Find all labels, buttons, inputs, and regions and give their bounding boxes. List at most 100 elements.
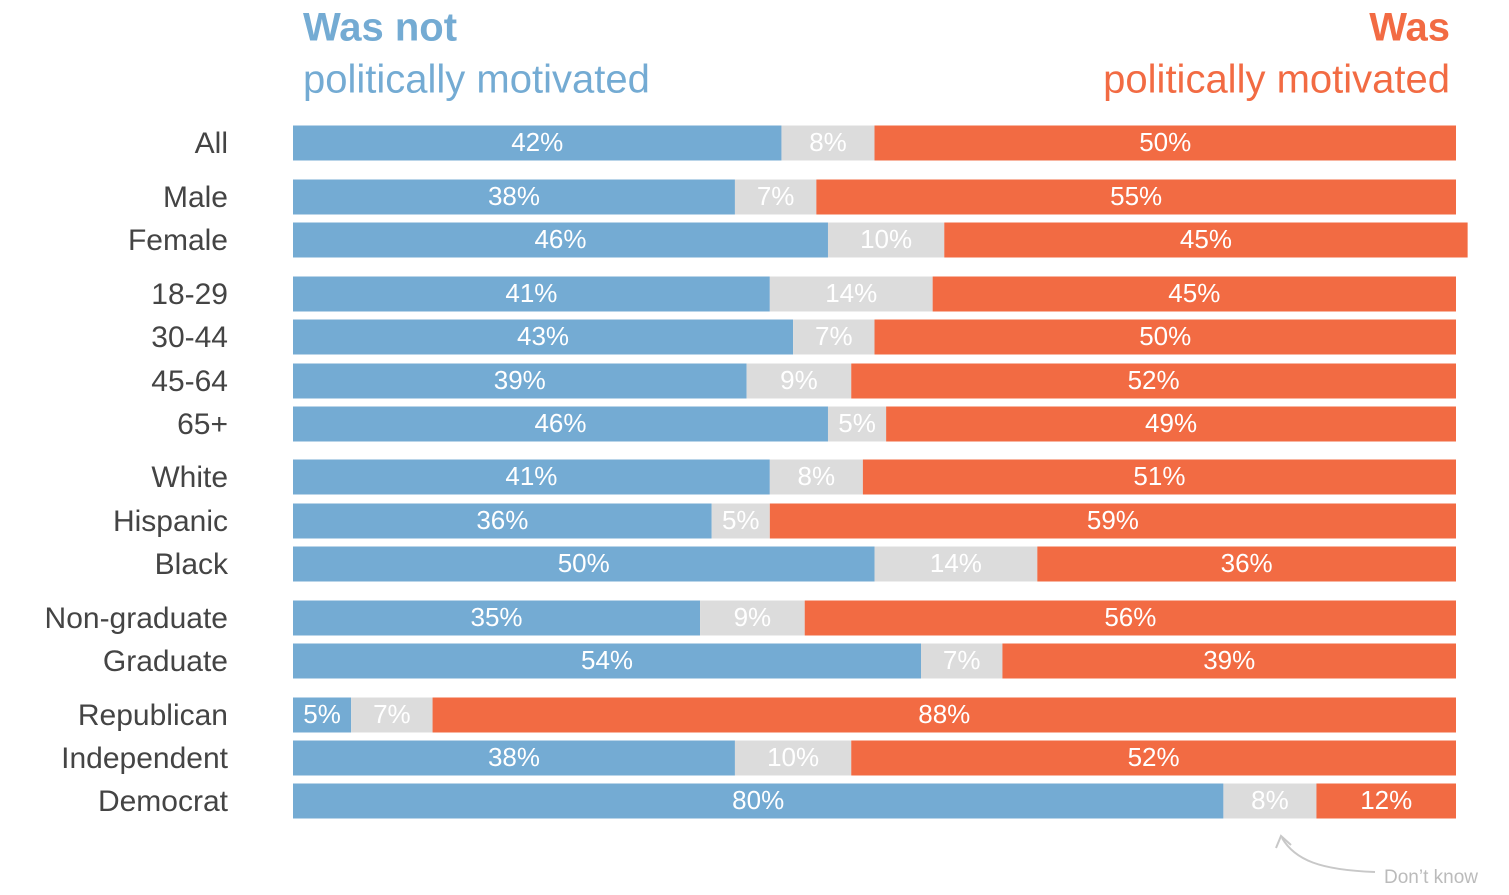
bar-segment xyxy=(734,740,852,776)
bar-segment xyxy=(921,643,1003,679)
value-label: 52% xyxy=(1128,365,1180,395)
bar-segment xyxy=(700,600,805,636)
category-label: Black xyxy=(155,548,229,581)
value-label: 7% xyxy=(943,645,981,675)
value-label: 59% xyxy=(1087,505,1139,535)
bar-segment xyxy=(1223,783,1317,819)
bar-segment xyxy=(874,319,1456,355)
bar-segment xyxy=(746,363,852,399)
bar-segment xyxy=(293,546,875,582)
annotation: Don’t know xyxy=(1384,867,1478,888)
bar-segment xyxy=(293,503,712,539)
value-label: 43% xyxy=(517,321,569,351)
value-label: 5% xyxy=(303,699,341,729)
value-label: 36% xyxy=(1221,548,1273,578)
bar-segment xyxy=(804,600,1456,636)
category-label: Non-graduate xyxy=(45,602,228,635)
value-label: 7% xyxy=(373,699,411,729)
value-label: 8% xyxy=(809,127,847,157)
bar-segment xyxy=(781,125,875,161)
bar-segment xyxy=(293,319,794,355)
category-label: All xyxy=(195,127,228,160)
bar-segment xyxy=(293,222,828,258)
value-label: 50% xyxy=(1139,321,1191,351)
value-label: 39% xyxy=(494,365,546,395)
value-label: 54% xyxy=(581,645,633,675)
value-label: 45% xyxy=(1168,278,1220,308)
bar-segment xyxy=(1316,783,1456,819)
bar-segment xyxy=(769,276,933,312)
bar-segment xyxy=(874,125,1456,161)
value-label: 56% xyxy=(1104,602,1156,632)
category-label: Independent xyxy=(61,742,228,775)
bar-segment xyxy=(769,503,1456,539)
value-label: 50% xyxy=(558,548,610,578)
bar-segment xyxy=(862,459,1456,495)
value-label: 88% xyxy=(918,699,970,729)
category-label: 65+ xyxy=(177,408,228,441)
category-label: 18-29 xyxy=(151,278,228,311)
bar-segment xyxy=(874,546,1038,582)
category-label: Female xyxy=(128,224,228,257)
value-label: 14% xyxy=(825,278,877,308)
value-label: 41% xyxy=(505,278,557,308)
value-label: 50% xyxy=(1139,127,1191,157)
bar-segment xyxy=(734,179,817,215)
category-label: Graduate xyxy=(103,645,228,678)
category-label: White xyxy=(151,461,228,494)
bar-segment xyxy=(293,363,747,399)
value-label: 36% xyxy=(476,505,528,535)
value-label: 80% xyxy=(732,785,784,815)
value-label: 5% xyxy=(838,408,876,438)
bar-segment xyxy=(293,179,735,215)
bar-segment xyxy=(293,643,922,679)
bar-segment xyxy=(827,406,887,442)
value-label: 12% xyxy=(1360,785,1412,815)
category-label: Male xyxy=(163,181,228,214)
bar-segment xyxy=(293,600,701,636)
bar-segment xyxy=(1037,546,1456,582)
value-label: 9% xyxy=(734,602,772,632)
value-label: 9% xyxy=(780,365,818,395)
value-label: 52% xyxy=(1128,742,1180,772)
bar-segment xyxy=(293,459,770,495)
value-label: 45% xyxy=(1180,224,1232,254)
bar-segment xyxy=(432,697,1456,733)
category-label: 45-64 xyxy=(151,365,228,398)
value-label: 51% xyxy=(1133,461,1185,491)
bar-segment xyxy=(827,222,945,258)
category-label: Democrat xyxy=(98,785,229,818)
bar-segment xyxy=(769,459,863,495)
value-label: 46% xyxy=(534,224,586,254)
legend-left-subtitle: politically motivated xyxy=(303,58,650,102)
annotation-arrow xyxy=(1281,837,1376,873)
value-label: 55% xyxy=(1110,181,1162,211)
bar-segment xyxy=(293,406,828,442)
category-label: Hispanic xyxy=(113,505,228,538)
bar-segment xyxy=(293,276,770,312)
value-label: 46% xyxy=(534,408,586,438)
bar-segment xyxy=(293,697,352,733)
value-label: 39% xyxy=(1203,645,1255,675)
category-label: Republican xyxy=(78,699,228,732)
bar-segment xyxy=(816,179,1456,215)
value-label: 8% xyxy=(1251,785,1289,815)
value-label: 38% xyxy=(488,742,540,772)
value-label: 7% xyxy=(815,321,853,351)
bar-segment xyxy=(293,125,782,161)
value-label: 10% xyxy=(860,224,912,254)
bar-segment xyxy=(851,363,1456,399)
bar-segment xyxy=(932,276,1456,312)
value-label: 49% xyxy=(1145,408,1197,438)
bar-segment xyxy=(851,740,1456,776)
value-label: 41% xyxy=(505,461,557,491)
bar-segment xyxy=(886,406,1456,442)
bar-segment xyxy=(793,319,875,355)
bar-segment xyxy=(711,503,770,539)
bar-segment xyxy=(944,222,1468,258)
legend-right-subtitle: politically motivated xyxy=(1103,58,1450,102)
bar-segment xyxy=(351,697,433,733)
bar-segment xyxy=(1002,643,1456,679)
value-label: 14% xyxy=(930,548,982,578)
